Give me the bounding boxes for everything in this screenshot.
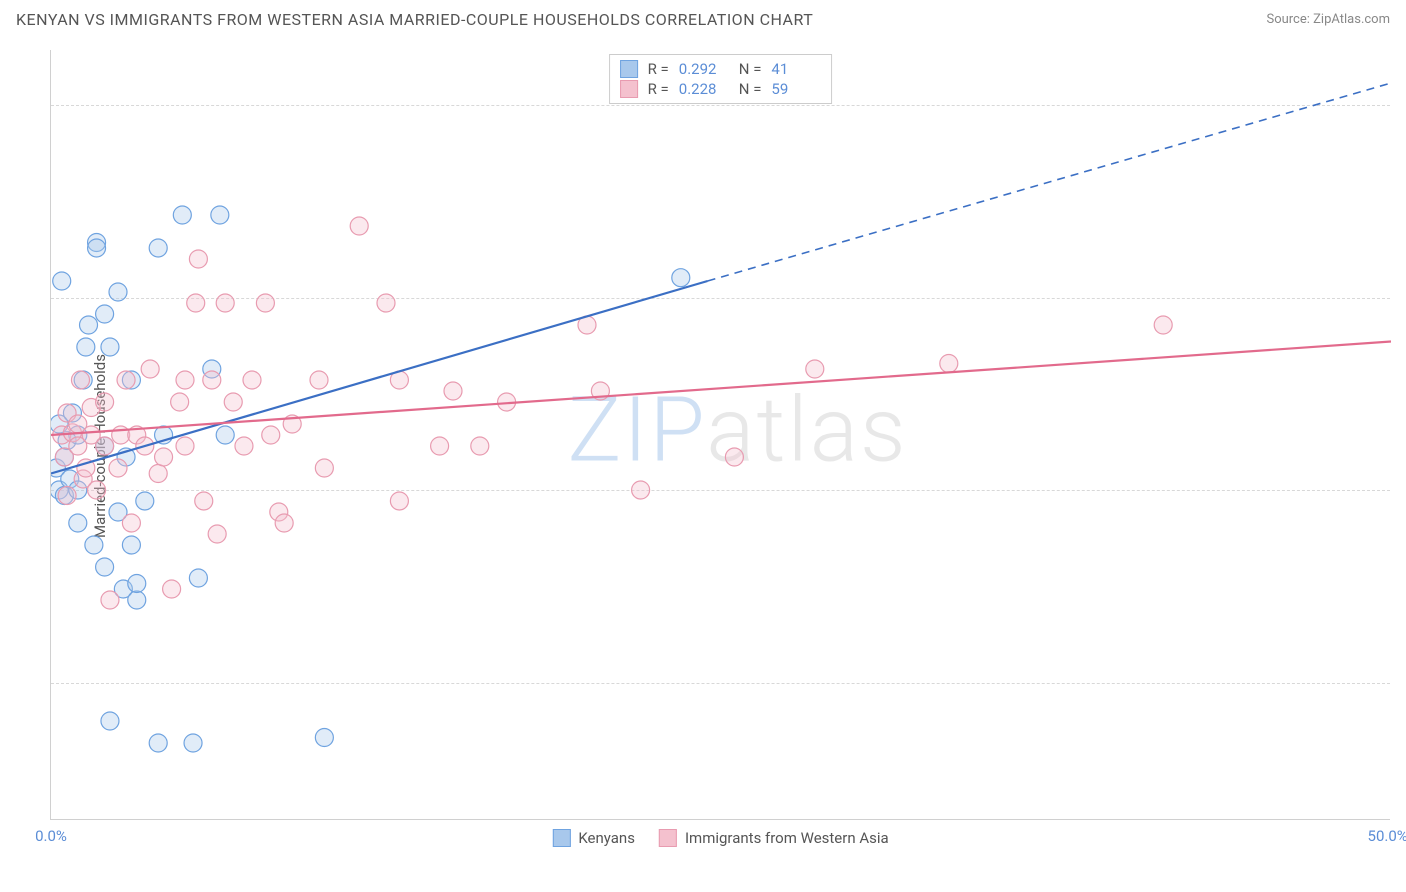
legend-item-immigrants: Immigrants from Western Asia: [659, 829, 889, 847]
legend-n-value-1: 41: [771, 60, 821, 78]
correlation-legend: R = 0.292 N = 41 R = 0.228 N = 59: [609, 54, 833, 104]
legend-row-series-2: R = 0.228 N = 59: [620, 79, 822, 99]
scatter-svg: [51, 50, 1391, 820]
legend-label-kenyans: Kenyans: [578, 829, 635, 847]
legend-n-label: N =: [739, 60, 762, 78]
legend-item-kenyans: Kenyans: [552, 829, 635, 847]
chart-plot-area: R = 0.292 N = 41 R = 0.228 N = 59 ZIPatl…: [50, 50, 1390, 820]
x-tick-label: 0.0%: [35, 827, 67, 845]
source-label: Source: ZipAtlas.com: [1266, 12, 1390, 27]
legend-swatch-kenyans: [552, 829, 570, 847]
legend-n-value-2: 59: [771, 80, 821, 98]
legend-swatch-immigrants: [659, 829, 677, 847]
legend-r-value-1: 0.292: [679, 60, 729, 78]
legend-swatch-pink: [620, 80, 638, 98]
series-legend: Kenyans Immigrants from Western Asia: [552, 829, 888, 847]
legend-n-label: N =: [739, 80, 762, 98]
legend-row-series-1: R = 0.292 N = 41: [620, 59, 822, 79]
legend-r-value-2: 0.228: [679, 80, 729, 98]
chart-title: KENYAN VS IMMIGRANTS FROM WESTERN ASIA M…: [16, 10, 813, 29]
legend-r-label: R =: [648, 80, 669, 98]
legend-swatch-blue: [620, 60, 638, 78]
legend-label-immigrants: Immigrants from Western Asia: [685, 829, 889, 847]
x-tick-label: 50.0%: [1368, 827, 1406, 845]
legend-r-label: R =: [648, 60, 669, 78]
